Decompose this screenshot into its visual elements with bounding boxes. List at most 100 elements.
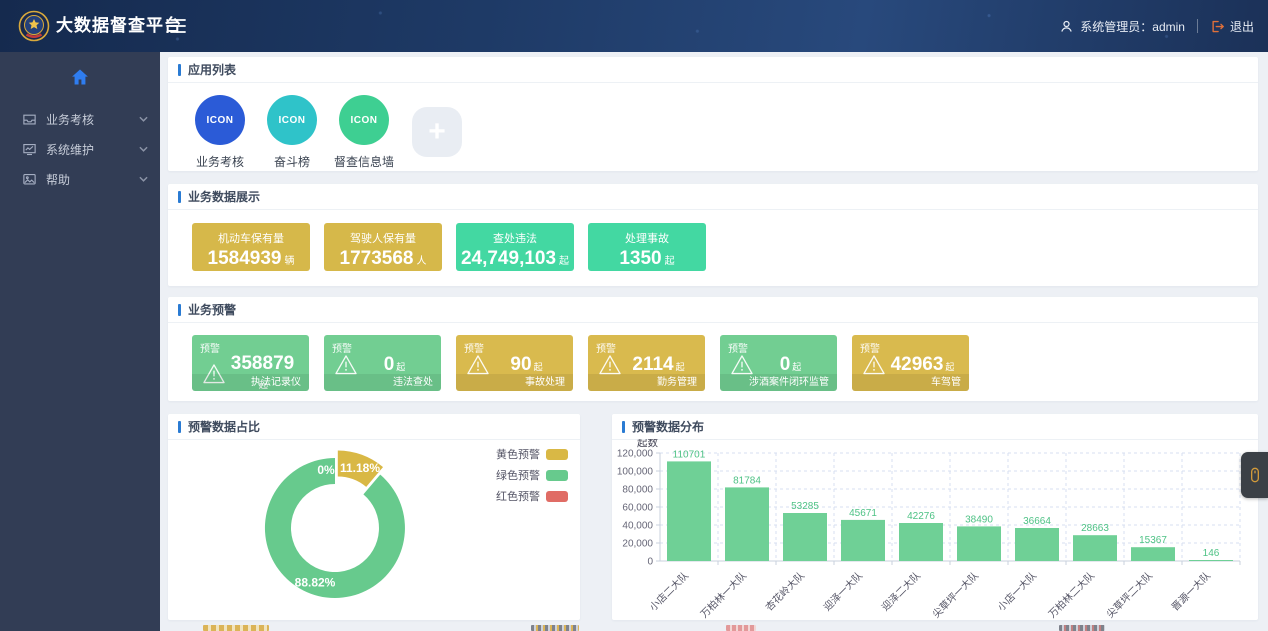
stat-card-label: 查处违法: [493, 233, 537, 245]
header-divider: [1196, 19, 1198, 33]
warning-card-3: 预警 2114 起勤务管理: [588, 335, 705, 391]
x-tick-label: 晋源一大队: [1169, 569, 1214, 614]
warning-category-label: 事故处理: [456, 374, 573, 391]
bar-7[interactable]: [1073, 535, 1117, 561]
warning-tag: 预警: [596, 344, 616, 355]
warning-unit: 起: [258, 380, 268, 390]
user-icon: [1059, 19, 1074, 34]
warning-count: 90 起: [510, 354, 543, 375]
section-title-warning-distribution: 预警数据分布: [612, 414, 1258, 440]
x-tick-label: 小店一大队: [995, 569, 1040, 614]
sidebar-item-0[interactable]: 业务考核: [0, 104, 160, 134]
app-item-1[interactable]: ICON 奋斗榜: [260, 95, 324, 170]
bar-1[interactable]: [725, 487, 769, 561]
legend-item-1[interactable]: 绿色预警: [496, 467, 568, 483]
pie-slice-1[interactable]: [264, 457, 405, 598]
bar-value-label: 146: [1203, 548, 1220, 559]
bar-value-label: 53285: [791, 501, 819, 512]
stat-card-unit: 起: [664, 256, 675, 267]
sidebar-item-label: 业务考核: [46, 112, 95, 127]
logout-button[interactable]: 退出: [1229, 19, 1254, 34]
y-tick-label: 20,000: [622, 539, 653, 550]
police-badge-logo: [18, 10, 50, 42]
cutoff-content-fragment: [726, 625, 756, 631]
app-icons-row: ICON 业务考核 ICON 奋斗榜 ICON 督查信息墙 +: [168, 83, 1258, 170]
warning-triangle-icon: [862, 354, 886, 375]
current-user-label: 系统管理员：admin: [1080, 19, 1185, 34]
bar-4[interactable]: [899, 523, 943, 561]
sidebar-menu: 业务考核系统维护帮助: [0, 104, 160, 194]
y-tick-label: 0: [647, 557, 653, 568]
bar-0[interactable]: [667, 461, 711, 561]
bar-6[interactable]: [1015, 528, 1059, 561]
bar-3[interactable]: [841, 519, 885, 561]
bar-value-label: 15367: [1139, 535, 1167, 546]
app-icon[interactable]: ICON: [267, 95, 317, 145]
warning-tag: 预警: [332, 344, 352, 355]
x-tick-label: 万柏林二大队: [1046, 569, 1098, 620]
bar-5[interactable]: [957, 526, 1001, 561]
app-item-0[interactable]: ICON 业务考核: [188, 95, 252, 170]
stat-card-label: 处理事故: [625, 233, 669, 245]
warning-triangle-icon: [202, 363, 226, 384]
x-tick-label: 万柏林一大队: [698, 569, 750, 620]
cutoff-content-fragment: [203, 625, 269, 631]
warning-unit: 起: [945, 362, 955, 372]
warning-card-5: 预警 42963 起车驾管: [852, 335, 969, 391]
warning-card-4: 预警 0 起涉酒案件闭环监管: [720, 335, 837, 391]
bar-2[interactable]: [783, 513, 827, 561]
bar-value-label: 36664: [1023, 516, 1051, 527]
warning-unit: 起: [396, 362, 406, 372]
sidebar-item-2[interactable]: 帮助: [0, 164, 160, 194]
bar-9[interactable]: [1189, 560, 1233, 561]
legend-label: 红色预警: [496, 491, 540, 503]
title-accent-bar: [622, 420, 625, 433]
y-tick-label: 80,000: [622, 485, 653, 496]
pie-slice-0[interactable]: [337, 450, 383, 487]
warning-unit: 起: [792, 362, 802, 372]
warning-unit: 起: [533, 362, 543, 372]
title-accent-bar: [178, 63, 181, 76]
menu-toggle-icon[interactable]: [166, 17, 186, 35]
stat-card-label: 机动车保有量: [218, 233, 284, 245]
sidebar-item-label: 系统维护: [46, 142, 95, 157]
logout-icon[interactable]: [1210, 19, 1225, 34]
bar-8[interactable]: [1131, 547, 1175, 561]
sidebar-item-1[interactable]: 系统维护: [0, 134, 160, 164]
stat-card-1: 驾驶人保有量 1773568 人: [324, 223, 442, 271]
floating-scroll-widget[interactable]: [1241, 452, 1268, 498]
app-icon[interactable]: ICON: [195, 95, 245, 145]
mouse-icon: [1247, 462, 1263, 488]
bar-value-label: 110701: [673, 449, 706, 460]
legend-swatch: [546, 490, 568, 502]
donut-chart: 11.18% 88.82% 0%: [168, 439, 580, 620]
x-tick-label: 迎泽二大队: [879, 569, 924, 614]
legend-item-0[interactable]: 黄色预警: [496, 446, 568, 462]
add-app-button[interactable]: +: [412, 107, 462, 157]
y-tick-label: 60,000: [622, 503, 653, 514]
warning-triangle-icon: [466, 354, 490, 375]
pie-slice-label: 0%: [317, 463, 335, 477]
y-tick-label: 120,000: [617, 449, 654, 460]
app-icon[interactable]: ICON: [339, 95, 389, 145]
warning-triangle-icon: [730, 354, 754, 375]
warning-triangle-icon: [598, 354, 622, 375]
bar-value-label: 42276: [907, 511, 935, 522]
stat-card-0: 机动车保有量 1584939 辆: [192, 223, 310, 271]
legend-item-2[interactable]: 红色预警: [496, 488, 568, 504]
section-title-warning-ratio: 预警数据占比: [168, 414, 580, 440]
warning-count: 42963 起: [890, 354, 955, 375]
section-title-text: 应用列表: [188, 63, 237, 77]
sidebar-item-label: 帮助: [46, 172, 71, 187]
warning-card-1: 预警 0 起违法查处: [324, 335, 441, 391]
bar-chart: 0 20,000 40,000 60,000 80,000 100,000 120,000 起…: [612, 439, 1258, 620]
pie-slice-label: 88.82%: [295, 576, 336, 590]
bar-value-label: 81784: [733, 475, 761, 486]
stat-card-3: 处理事故 1350 起: [588, 223, 706, 271]
y-tick-label: 40,000: [622, 521, 653, 532]
sidebar-home-button[interactable]: [0, 52, 160, 94]
stat-card-value: 1584939 辆: [207, 248, 295, 269]
warning-tag: 预警: [860, 344, 880, 355]
title-accent-bar: [178, 303, 181, 316]
app-item-2[interactable]: ICON 督查信息墙: [332, 95, 396, 170]
